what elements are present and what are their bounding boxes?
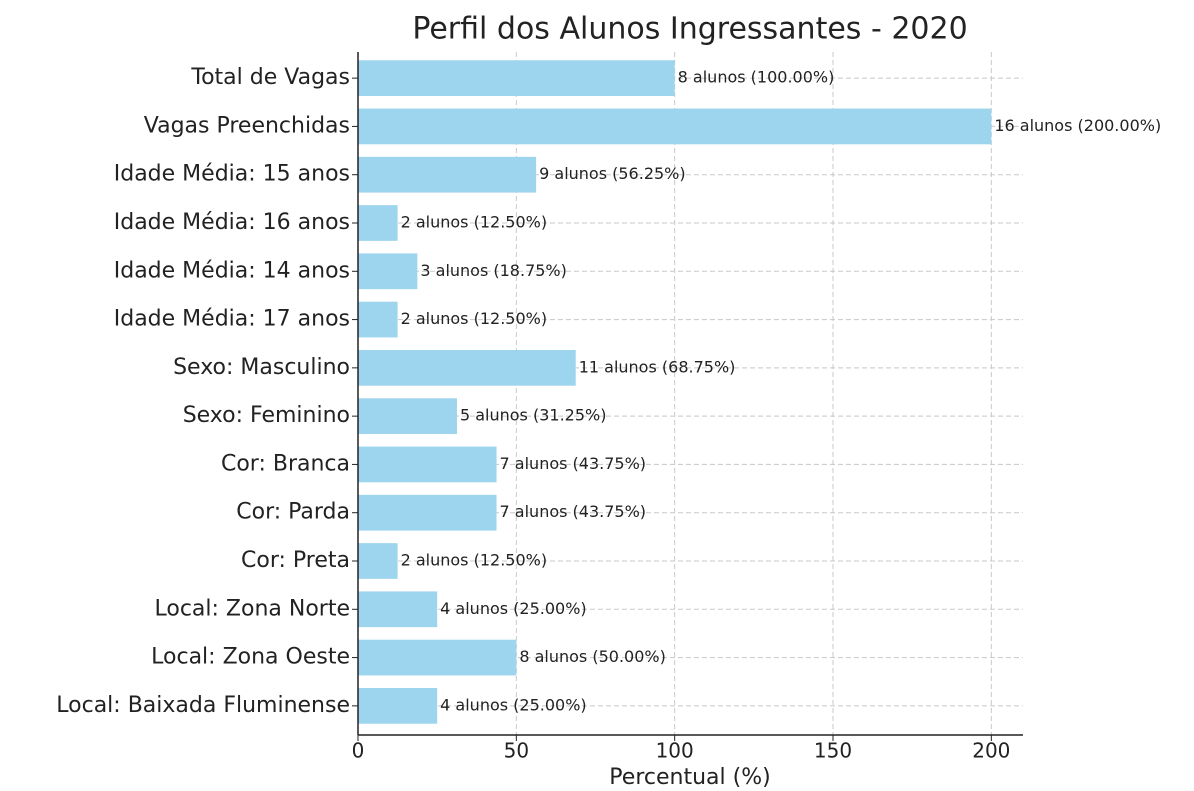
y-tick-label: Idade Média: 15 anos bbox=[114, 162, 350, 187]
data-label: 2 alunos (12.50%) bbox=[401, 551, 548, 570]
y-tick-label: Idade Média: 17 anos bbox=[114, 307, 350, 332]
data-label: 2 alunos (12.50%) bbox=[401, 309, 548, 328]
bar bbox=[358, 60, 675, 97]
bar bbox=[358, 543, 398, 579]
data-label: 11 alunos (68.75%) bbox=[579, 357, 736, 376]
x-axis-label: Percentual (%) bbox=[609, 765, 770, 790]
x-tick-label: 150 bbox=[814, 739, 852, 763]
y-tick-label: Total de Vagas bbox=[190, 65, 350, 90]
y-tick-label: Cor: Branca bbox=[221, 451, 350, 476]
data-label: 2 alunos (12.50%) bbox=[401, 213, 548, 232]
y-tick-label: Vagas Preenchidas bbox=[144, 113, 350, 138]
data-label: 3 alunos (18.75%) bbox=[420, 261, 567, 280]
bar bbox=[358, 639, 517, 676]
x-tick-label: 50 bbox=[504, 739, 529, 763]
data-label: 7 alunos (43.75%) bbox=[500, 502, 646, 521]
data-label: 8 alunos (50.00%) bbox=[519, 647, 666, 666]
bar bbox=[358, 205, 398, 241]
bar bbox=[358, 494, 497, 531]
y-tick-label: Local: Baixada Fluminense bbox=[56, 693, 350, 718]
y-tick-label: Local: Zona Oeste bbox=[151, 645, 350, 670]
data-label: 9 alunos (56.25%) bbox=[539, 164, 686, 183]
x-tick-label: 0 bbox=[352, 739, 365, 763]
y-tick-label: Cor: Parda bbox=[236, 500, 350, 525]
chart-title: Perfil dos Alunos Ingressantes - 2020 bbox=[412, 12, 967, 47]
data-label: 4 alunos (25.00%) bbox=[440, 599, 586, 618]
y-tick-label: Sexo: Feminino bbox=[183, 403, 350, 428]
bar bbox=[358, 349, 576, 386]
data-label: 5 alunos (31.25%) bbox=[460, 406, 607, 425]
bar bbox=[358, 687, 438, 724]
y-tick-label: Sexo: Masculino bbox=[173, 355, 350, 380]
x-tick-label: 200 bbox=[972, 739, 1010, 763]
y-tick-label: Cor: Preta bbox=[241, 548, 350, 573]
bar bbox=[358, 398, 457, 435]
data-label: 4 alunos (25.00%) bbox=[440, 695, 586, 714]
y-tick-label: Local: Zona Norte bbox=[155, 596, 351, 621]
y-tick-label: Idade Média: 14 anos bbox=[114, 258, 350, 283]
data-label: 8 alunos (100.00%) bbox=[678, 68, 835, 87]
y-tick-label: Idade Média: 16 anos bbox=[114, 210, 350, 235]
data-label: 7 alunos (43.75%) bbox=[500, 454, 646, 473]
bar bbox=[358, 301, 398, 338]
bar bbox=[358, 253, 418, 290]
bar bbox=[358, 446, 497, 483]
bar bbox=[358, 108, 992, 145]
bar bbox=[358, 156, 537, 193]
bar bbox=[358, 591, 438, 628]
data-label: 16 alunos (200.00%) bbox=[994, 116, 1161, 135]
x-tick-label: 100 bbox=[656, 739, 694, 763]
